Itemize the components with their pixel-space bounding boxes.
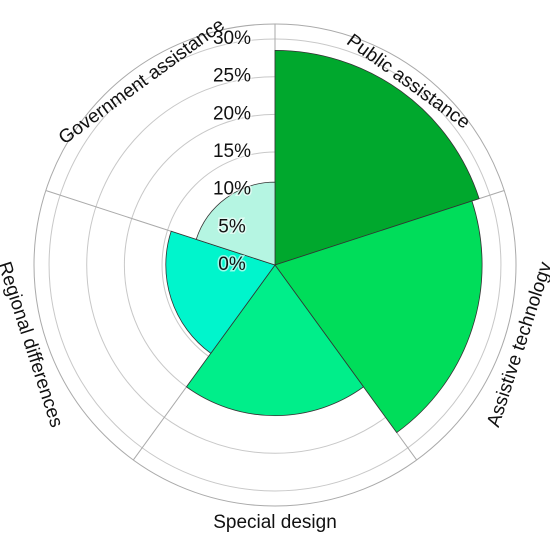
sector — [195, 181, 276, 266]
r-tick-label: 25% — [213, 66, 251, 87]
sector — [274, 49, 480, 266]
sector — [274, 200, 483, 434]
r-tick-label: 0% — [218, 254, 246, 275]
sector — [185, 264, 365, 416]
category-label: Special design — [213, 512, 337, 533]
r-tick-label: 20% — [213, 103, 251, 124]
category-label: Government assistance — [55, 15, 229, 149]
category-label: Regional differences — [0, 259, 67, 430]
category-label: Assistive technology — [483, 259, 550, 430]
r-tick-label: 10% — [213, 179, 251, 200]
sector — [165, 230, 276, 354]
r-tick-label: 30% — [213, 28, 251, 49]
r-tick-label: 15% — [213, 141, 251, 162]
r-tick-label: 5% — [218, 216, 246, 237]
